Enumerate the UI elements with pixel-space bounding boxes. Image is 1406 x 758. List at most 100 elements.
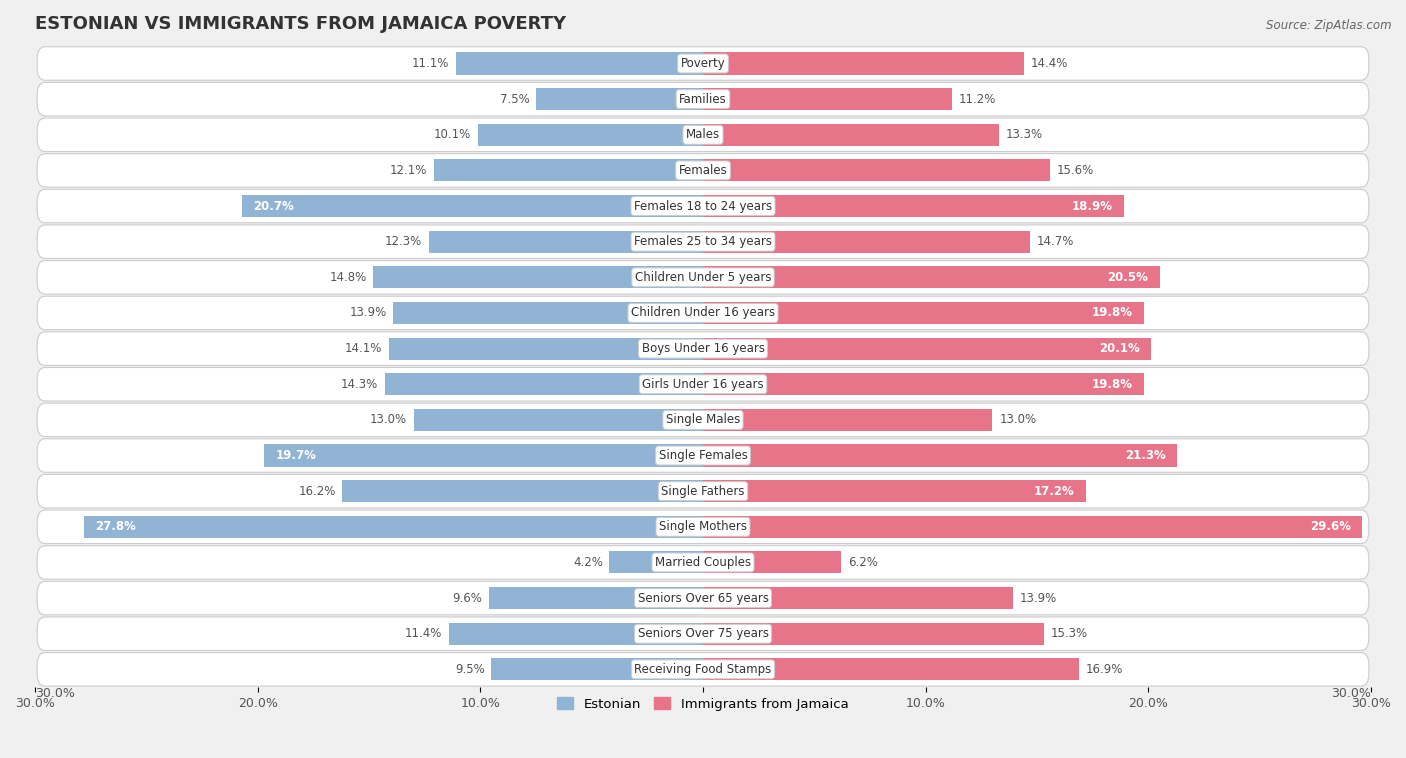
Bar: [703, 587, 1012, 609]
Bar: [703, 230, 1031, 252]
Text: 13.3%: 13.3%: [1005, 128, 1043, 141]
Text: 11.4%: 11.4%: [405, 627, 443, 641]
Bar: [242, 195, 703, 217]
Text: 30.0%: 30.0%: [35, 688, 75, 700]
Text: 13.0%: 13.0%: [370, 413, 406, 427]
FancyBboxPatch shape: [37, 581, 1369, 615]
Bar: [489, 587, 703, 609]
Text: Families: Families: [679, 92, 727, 105]
Bar: [609, 551, 703, 574]
FancyBboxPatch shape: [37, 47, 1369, 80]
Bar: [703, 195, 1123, 217]
Bar: [264, 444, 703, 467]
Bar: [703, 88, 952, 110]
Text: 18.9%: 18.9%: [1071, 199, 1112, 212]
Text: Males: Males: [686, 128, 720, 141]
FancyBboxPatch shape: [37, 118, 1369, 152]
Bar: [703, 159, 1050, 181]
Bar: [389, 337, 703, 359]
Text: ESTONIAN VS IMMIGRANTS FROM JAMAICA POVERTY: ESTONIAN VS IMMIGRANTS FROM JAMAICA POVE…: [35, 15, 567, 33]
Bar: [385, 373, 703, 395]
Bar: [478, 124, 703, 146]
Text: 13.0%: 13.0%: [1000, 413, 1036, 427]
Text: 21.3%: 21.3%: [1125, 449, 1166, 462]
FancyBboxPatch shape: [37, 368, 1369, 401]
Bar: [703, 302, 1144, 324]
Bar: [703, 622, 1043, 645]
Text: Single Females: Single Females: [658, 449, 748, 462]
Bar: [703, 444, 1177, 467]
Text: 17.2%: 17.2%: [1035, 484, 1076, 498]
Text: Single Males: Single Males: [666, 413, 740, 427]
Bar: [703, 658, 1080, 681]
Text: 15.3%: 15.3%: [1050, 627, 1087, 641]
Bar: [374, 266, 703, 288]
Text: 19.8%: 19.8%: [1092, 306, 1133, 319]
Text: 6.2%: 6.2%: [848, 556, 877, 569]
Bar: [492, 658, 703, 681]
Text: 20.1%: 20.1%: [1098, 342, 1139, 355]
Text: 30.0%: 30.0%: [1331, 688, 1371, 700]
Text: 16.2%: 16.2%: [298, 484, 336, 498]
FancyBboxPatch shape: [37, 83, 1369, 116]
Text: Boys Under 16 years: Boys Under 16 years: [641, 342, 765, 355]
Bar: [703, 515, 1362, 538]
Bar: [703, 551, 841, 574]
Text: Females 18 to 24 years: Females 18 to 24 years: [634, 199, 772, 212]
Text: 13.9%: 13.9%: [1019, 591, 1056, 605]
Bar: [394, 302, 703, 324]
Text: 13.9%: 13.9%: [350, 306, 387, 319]
Text: Girls Under 16 years: Girls Under 16 years: [643, 377, 763, 390]
Bar: [703, 480, 1085, 503]
Text: 11.1%: 11.1%: [412, 57, 449, 70]
FancyBboxPatch shape: [37, 332, 1369, 365]
Text: Poverty: Poverty: [681, 57, 725, 70]
Text: 19.7%: 19.7%: [276, 449, 316, 462]
Text: Females 25 to 34 years: Females 25 to 34 years: [634, 235, 772, 248]
Text: 20.5%: 20.5%: [1108, 271, 1149, 283]
Text: 12.3%: 12.3%: [385, 235, 422, 248]
Text: 10.1%: 10.1%: [434, 128, 471, 141]
Text: Single Mothers: Single Mothers: [659, 520, 747, 534]
Text: 20.7%: 20.7%: [253, 199, 294, 212]
Bar: [413, 409, 703, 431]
Bar: [703, 52, 1024, 74]
Bar: [456, 52, 703, 74]
Text: 29.6%: 29.6%: [1310, 520, 1351, 534]
Text: 14.8%: 14.8%: [329, 271, 367, 283]
Text: Seniors Over 65 years: Seniors Over 65 years: [637, 591, 769, 605]
Legend: Estonian, Immigrants from Jamaica: Estonian, Immigrants from Jamaica: [553, 692, 853, 716]
FancyBboxPatch shape: [37, 190, 1369, 223]
Text: Children Under 16 years: Children Under 16 years: [631, 306, 775, 319]
Text: 11.2%: 11.2%: [959, 92, 997, 105]
Bar: [429, 230, 703, 252]
Text: 14.7%: 14.7%: [1038, 235, 1074, 248]
Text: Females: Females: [679, 164, 727, 177]
Bar: [703, 409, 993, 431]
FancyBboxPatch shape: [37, 546, 1369, 579]
FancyBboxPatch shape: [37, 510, 1369, 543]
Bar: [703, 373, 1144, 395]
FancyBboxPatch shape: [37, 296, 1369, 330]
Text: 14.1%: 14.1%: [344, 342, 382, 355]
FancyBboxPatch shape: [37, 261, 1369, 294]
Bar: [703, 266, 1160, 288]
Bar: [433, 159, 703, 181]
Text: Receiving Food Stamps: Receiving Food Stamps: [634, 662, 772, 676]
Text: 19.8%: 19.8%: [1092, 377, 1133, 390]
Bar: [449, 622, 703, 645]
Text: 9.5%: 9.5%: [456, 662, 485, 676]
Bar: [536, 88, 703, 110]
Text: 4.2%: 4.2%: [572, 556, 603, 569]
Text: 14.3%: 14.3%: [340, 377, 378, 390]
FancyBboxPatch shape: [37, 617, 1369, 650]
FancyBboxPatch shape: [37, 475, 1369, 508]
Text: 9.6%: 9.6%: [453, 591, 482, 605]
Text: 12.1%: 12.1%: [389, 164, 427, 177]
Bar: [342, 480, 703, 503]
Text: Married Couples: Married Couples: [655, 556, 751, 569]
Bar: [84, 515, 703, 538]
FancyBboxPatch shape: [37, 653, 1369, 686]
FancyBboxPatch shape: [37, 154, 1369, 187]
Text: 27.8%: 27.8%: [96, 520, 136, 534]
